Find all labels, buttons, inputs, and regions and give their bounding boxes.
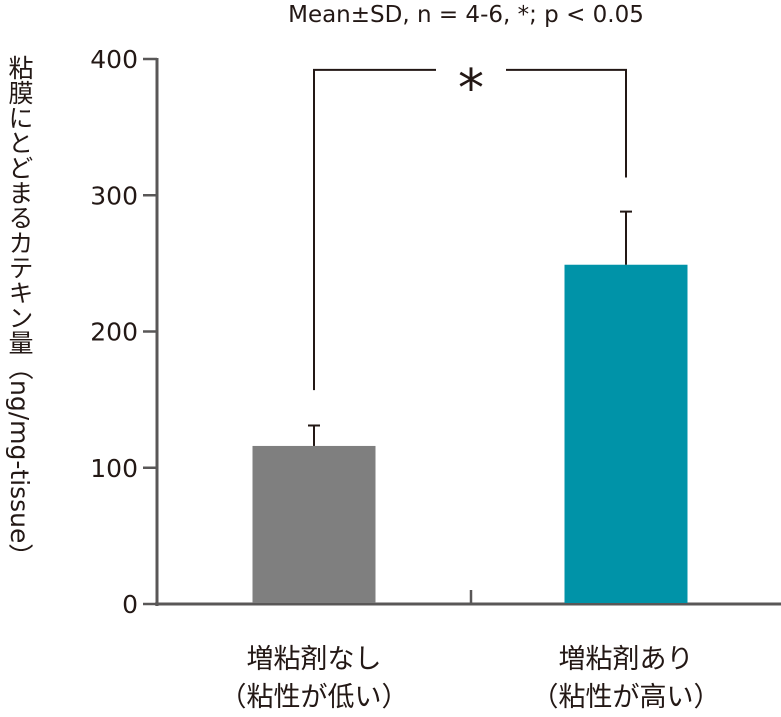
- significance-bracket-left: [313, 68, 436, 391]
- y-axis-label: 粘膜にとどまるカテキン量（ng/mg-tissue）: [5, 55, 34, 569]
- y-tick-label-3: 300: [90, 181, 138, 210]
- y-tick-label-0: 0: [122, 590, 138, 619]
- category-label-0: 増粘剤なし （粘性が低い）: [164, 641, 464, 717]
- y-tick-label-2: 200: [90, 318, 138, 347]
- chart-title: Mean±SD, n = 4-6, *; p < 0.05: [288, 2, 644, 28]
- y-tick-label-4: 400: [90, 45, 138, 74]
- bar-0: [252, 445, 376, 603]
- category-label-0-line1: 増粘剤なし: [246, 644, 382, 675]
- y-tick-label-1: 100: [90, 454, 138, 483]
- significance-star: *: [458, 59, 484, 119]
- bar-1: [564, 264, 688, 603]
- category-label-0-line2: （粘性が低い）: [219, 682, 409, 713]
- significance-bracket-right: [506, 68, 627, 178]
- category-label-1-line2: （粘性が高い）: [531, 682, 721, 713]
- category-label-1-line1: 増粘剤あり: [558, 644, 694, 675]
- category-label-1: 増粘剤あり （粘性が高い）: [476, 641, 776, 717]
